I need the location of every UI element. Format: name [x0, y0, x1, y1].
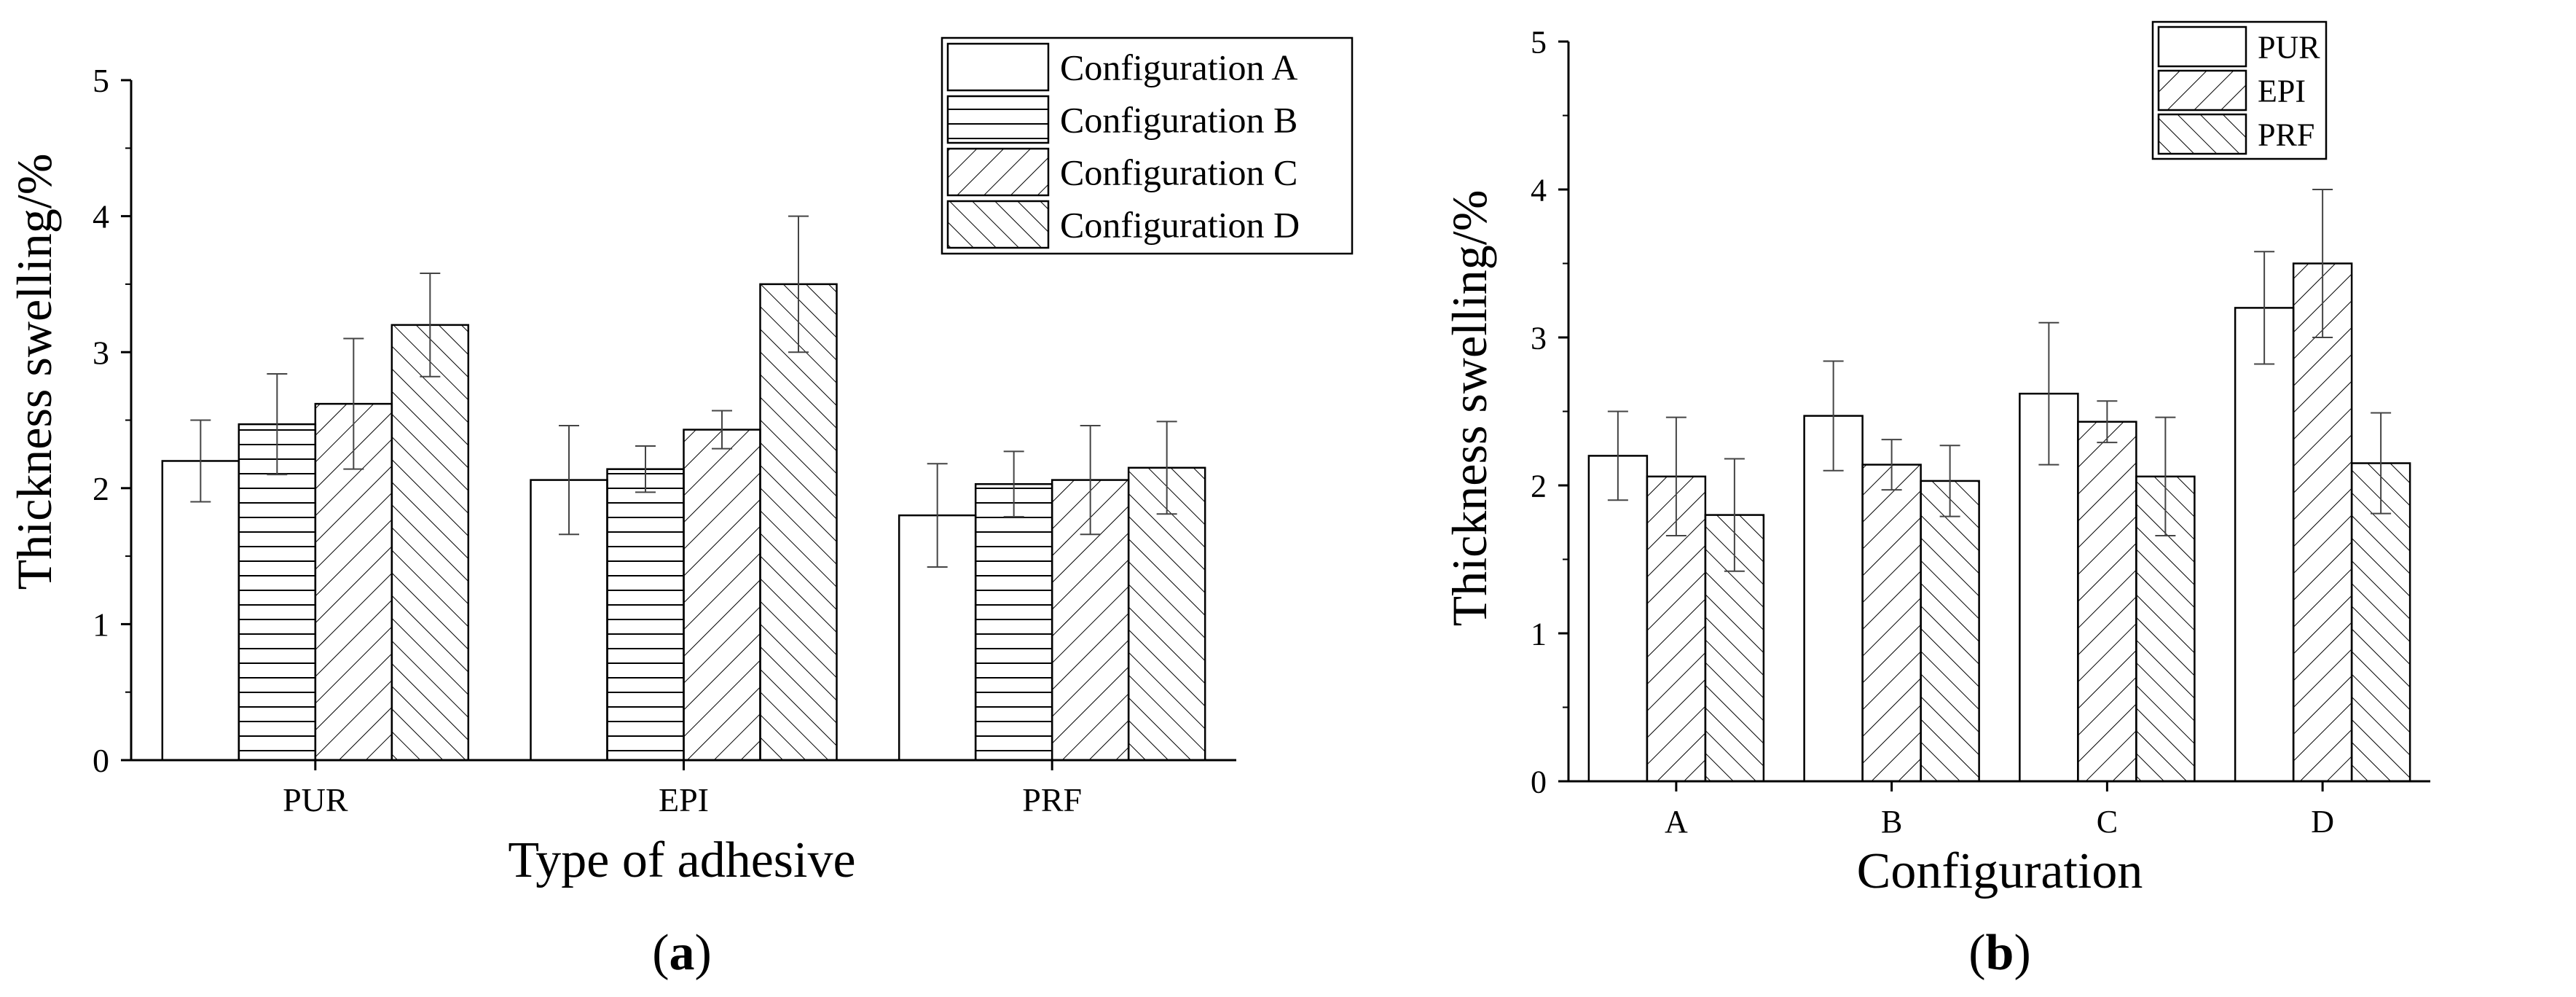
error-bar: [1939, 445, 1960, 517]
x-tick-label: C: [2097, 804, 2118, 840]
legend-label: PRF: [2258, 117, 2314, 152]
error-bar: [1080, 424, 1101, 536]
y-tick-label: 5: [93, 62, 109, 99]
y-tick-label: 5: [1531, 24, 1547, 60]
y-tick-label: 1: [93, 606, 109, 644]
x-tick-label: A: [1665, 804, 1688, 840]
x-tick-label: D: [2311, 804, 2334, 840]
bar-pur-configuration-b: [237, 423, 317, 762]
bar-b-prf: [1920, 480, 1980, 783]
legend-item: Configuration B: [946, 95, 1297, 144]
error-bar: [788, 215, 809, 353]
bar-prf-configuration-b: [974, 482, 1053, 762]
error-bar: [2254, 251, 2275, 365]
bar-d-pur: [2234, 307, 2295, 783]
x-axis-title: Type of adhesive: [508, 832, 855, 888]
legend: Configuration A Configuration B Configurat…: [941, 36, 1354, 255]
error-bar: [1665, 416, 1686, 537]
y-tick-label: 4: [93, 198, 109, 235]
x-axis-title: Configuration: [1857, 843, 2143, 899]
legend-label: Configuration B: [1060, 100, 1297, 141]
legend-item: PRF: [2157, 113, 2314, 155]
legend-swatch: [946, 147, 1050, 197]
y-axis-title: Thickness swelling/%: [7, 154, 62, 590]
legend: PUR EPI PRF: [2151, 20, 2328, 160]
legend-label: Configuration C: [1060, 152, 1297, 193]
y-tick-label: 2: [93, 470, 109, 507]
bar-pur-configuration-d: [390, 324, 470, 762]
panel-label-letter: b: [1986, 925, 2014, 981]
y-tick-label: 3: [93, 334, 109, 371]
x-tick-label: EPI: [659, 781, 709, 818]
error-bar: [1724, 458, 1745, 572]
chart-panel-a: Thickness swelling/% Type of adhesive (a…: [7, 36, 1354, 981]
bar-c-epi: [2077, 421, 2137, 783]
legend-label: Configuration D: [1060, 205, 1300, 246]
legend-item: PUR: [2157, 26, 2320, 68]
error-bar: [1003, 450, 1024, 517]
y-tick-label: 0: [1531, 764, 1547, 799]
error-bar: [712, 410, 732, 450]
x-tick-label: PRF: [1022, 781, 1082, 818]
bar-prf-configuration-d: [1127, 466, 1206, 762]
error-bar: [1823, 360, 1844, 472]
bar-d-prf: [2350, 462, 2411, 783]
error-bar: [2155, 416, 2176, 537]
error-bar: [190, 419, 211, 503]
error-bar: [1881, 439, 1902, 491]
error-bar: [1156, 421, 1177, 515]
error-bar: [635, 445, 656, 493]
error-bar: [559, 424, 579, 536]
panel-label: (a): [652, 925, 712, 981]
error-bar: [2038, 321, 2059, 466]
error-bar: [2371, 412, 2392, 515]
bar-b-epi: [1861, 464, 1922, 783]
bar-epi-configuration-d: [759, 283, 838, 762]
legend-swatch: [2157, 26, 2247, 68]
y-tick-label: 4: [1531, 172, 1547, 208]
error-bar: [343, 337, 364, 470]
legend-swatch: [946, 200, 1050, 249]
y-tick-label: 2: [1531, 468, 1547, 504]
bar-epi-configuration-b: [606, 468, 685, 762]
panel-label: (b): [1968, 925, 2031, 981]
y-axis-title: Thickness swelling/%: [1442, 190, 1497, 627]
bar-pur-configuration-a: [161, 460, 240, 762]
y-tick-label: 3: [1531, 320, 1547, 356]
legend-item: Configuration A: [946, 42, 1297, 92]
y-tick-label: 1: [1531, 616, 1547, 652]
legend-swatch: [2157, 69, 2247, 112]
error-bar: [2312, 189, 2333, 338]
error-bar: [1607, 410, 1628, 501]
x-tick-label: PUR: [283, 781, 348, 818]
bar-b-pur: [1803, 415, 1864, 783]
bar-a-pur: [1587, 455, 1649, 783]
bar-epi-configuration-c: [683, 429, 761, 762]
legend-swatch: [946, 42, 1050, 92]
chart-panel-b: Thickness swelling/% Configuration (b) 0…: [1442, 20, 2430, 981]
legend-item: Configuration C: [946, 147, 1297, 197]
legend-swatch: [946, 95, 1050, 144]
legend-label: PUR: [2258, 29, 2320, 65]
bar-d-epi: [2292, 262, 2353, 783]
legend-item: EPI: [2157, 69, 2306, 112]
legend-label: Configuration A: [1060, 47, 1297, 88]
error-bar: [2097, 400, 2118, 444]
legend-swatch: [2157, 113, 2247, 155]
x-tick-label: B: [1881, 804, 1902, 840]
panel-label-letter: a: [669, 925, 695, 981]
error-bar: [927, 463, 948, 568]
error-bar: [420, 272, 441, 378]
y-tick-label: 0: [93, 742, 109, 779]
legend-label: EPI: [2258, 73, 2306, 109]
error-bar: [267, 373, 288, 476]
legend-item: Configuration D: [946, 200, 1300, 249]
